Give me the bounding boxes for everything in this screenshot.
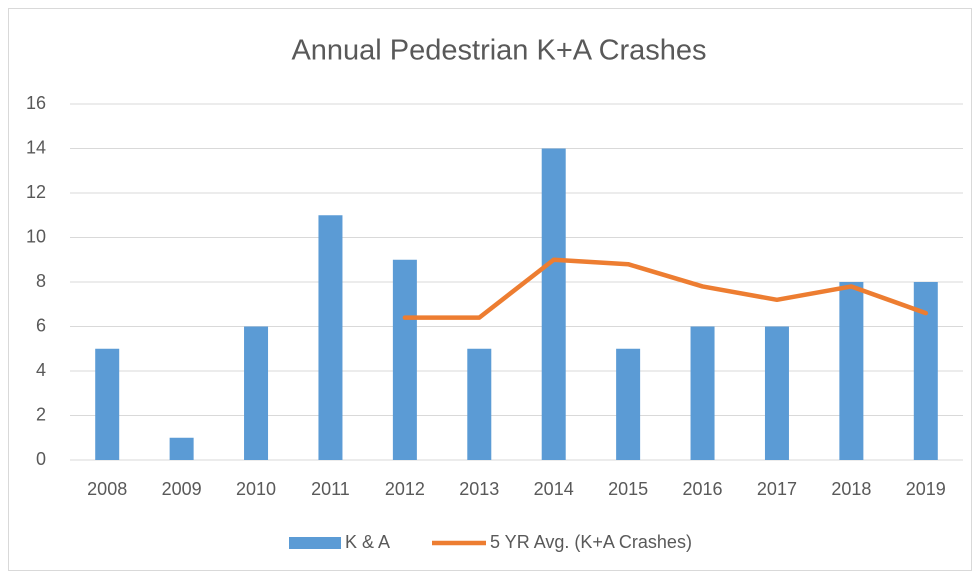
y-tick-label: 2 — [36, 404, 46, 424]
y-tick-label: 16 — [26, 93, 46, 113]
x-tick-label: 2008 — [87, 479, 127, 499]
y-tick-label: 6 — [36, 315, 46, 335]
x-tick-label: 2013 — [459, 479, 499, 499]
bar — [764, 326, 789, 460]
bar — [541, 148, 566, 460]
y-tick-label: 0 — [36, 449, 46, 469]
bar — [839, 282, 864, 460]
x-tick-label: 2016 — [683, 479, 723, 499]
bar — [318, 215, 343, 460]
bar — [616, 348, 641, 460]
x-tick-label: 2011 — [311, 479, 350, 499]
x-tick-label: 2010 — [236, 479, 276, 499]
bar — [169, 437, 194, 460]
bar — [467, 348, 492, 460]
legend-swatch — [289, 537, 341, 549]
legend-label: 5 YR Avg. (K+A Crashes) — [490, 532, 692, 552]
x-tick-label: 2012 — [385, 479, 425, 499]
bar — [95, 348, 120, 460]
bar — [244, 326, 269, 460]
x-tick-label: 2015 — [608, 479, 648, 499]
y-tick-label: 8 — [36, 271, 46, 291]
y-tick-label: 10 — [26, 226, 46, 246]
y-tick-label: 12 — [26, 182, 46, 202]
legend-label: K & A — [345, 532, 390, 552]
bar — [690, 326, 715, 460]
chart-border — [8, 8, 972, 571]
x-tick-label: 2009 — [162, 479, 202, 499]
y-tick-label: 14 — [26, 137, 46, 157]
x-tick-label: 2019 — [906, 479, 946, 499]
x-tick-label: 2017 — [757, 479, 797, 499]
chart-title: Annual Pedestrian K+A Crashes — [291, 35, 706, 67]
line — [402, 257, 929, 320]
x-tick-label: 2018 — [831, 479, 871, 499]
x-tick-label: 2014 — [534, 479, 574, 499]
bar — [392, 259, 417, 460]
y-tick-label: 4 — [36, 360, 46, 380]
